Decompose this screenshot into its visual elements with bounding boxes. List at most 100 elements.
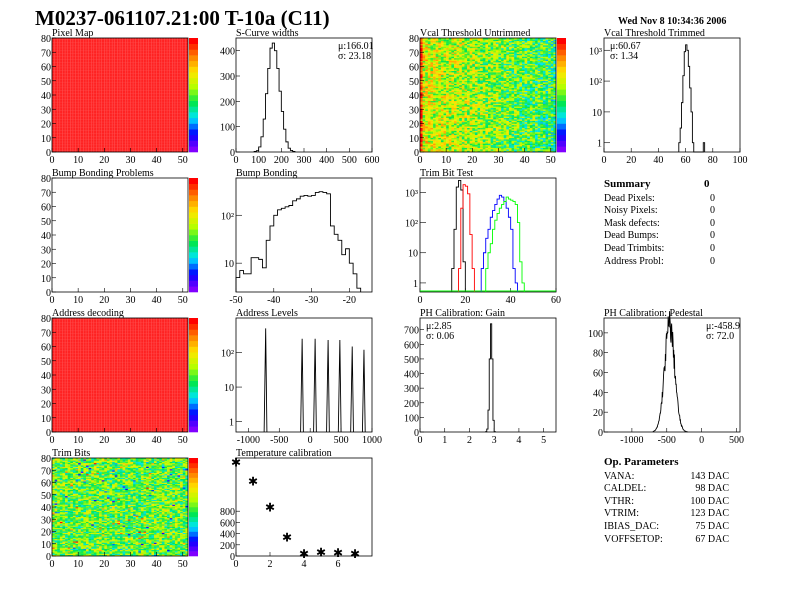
map-cell xyxy=(420,95,423,97)
map-cell xyxy=(553,96,557,99)
map-cell xyxy=(425,100,429,103)
map-cell xyxy=(472,47,476,50)
map-cell xyxy=(490,104,494,107)
map-cell xyxy=(522,75,525,77)
x-tick-label: 5 xyxy=(541,435,546,446)
map-cell xyxy=(474,103,478,106)
map-cell xyxy=(474,65,478,67)
map-cell xyxy=(54,520,58,522)
map-cell xyxy=(490,47,494,50)
map-cell xyxy=(485,83,489,86)
map-cell xyxy=(532,113,536,116)
map-cell xyxy=(459,42,463,44)
map-cell xyxy=(506,72,510,74)
map-cell xyxy=(459,130,463,133)
map-cell xyxy=(529,80,533,83)
map-cell xyxy=(527,119,531,121)
map-cell xyxy=(57,552,61,554)
map-cell xyxy=(482,75,486,77)
map-cell xyxy=(522,103,525,106)
map-cell xyxy=(508,126,512,128)
map-cell xyxy=(514,104,517,107)
map-cell xyxy=(550,63,554,66)
map-cell xyxy=(548,67,551,70)
map-cell xyxy=(464,42,468,44)
map-cell xyxy=(482,73,486,76)
map-cell xyxy=(448,67,452,70)
map-cell xyxy=(511,92,515,94)
map-cell xyxy=(420,122,423,124)
map-cell xyxy=(461,103,465,106)
map-cell xyxy=(433,75,436,77)
map-cell xyxy=(459,77,463,80)
map-cell xyxy=(472,104,476,107)
map-cell xyxy=(498,92,502,94)
map-cell xyxy=(527,124,531,127)
map-cell xyxy=(443,149,447,151)
map-cell xyxy=(52,482,55,484)
map-cell xyxy=(490,70,494,73)
y-tick-label: 30 xyxy=(41,245,51,256)
map-cell xyxy=(443,144,447,147)
map-cell xyxy=(448,116,452,118)
map-cell xyxy=(474,117,478,120)
map-cell xyxy=(477,38,481,40)
map-cell xyxy=(519,132,523,134)
map-cell xyxy=(490,100,494,103)
map-cell xyxy=(54,478,58,481)
map-cell xyxy=(490,69,494,71)
map-cell xyxy=(459,95,463,97)
map-cell xyxy=(516,102,520,104)
map-cell xyxy=(485,67,489,70)
map-cell xyxy=(498,95,502,97)
map-cell xyxy=(511,42,515,44)
map-cell xyxy=(495,57,499,60)
map-cell xyxy=(490,82,494,84)
map-cell xyxy=(454,129,457,131)
map-cell xyxy=(537,92,541,94)
map-cell xyxy=(485,95,489,97)
colorbar-segment xyxy=(189,49,198,56)
map-cell xyxy=(506,106,510,109)
map-cell xyxy=(443,97,447,100)
map-cell xyxy=(506,87,510,90)
map-cell xyxy=(490,50,494,53)
map-cell xyxy=(493,62,497,64)
map-cell xyxy=(537,119,541,121)
map-cell xyxy=(532,82,536,84)
map-cell xyxy=(524,143,528,146)
colorbar-segment xyxy=(557,95,566,101)
map-cell xyxy=(480,85,483,87)
map-cell xyxy=(537,97,541,100)
map-cell xyxy=(443,73,447,76)
map-cell xyxy=(472,140,476,143)
map-cell xyxy=(514,109,517,111)
map-cell xyxy=(472,55,476,57)
map-cell xyxy=(485,66,489,69)
map-cell xyxy=(553,70,557,73)
map-cell xyxy=(550,49,554,52)
map-cell xyxy=(532,60,536,63)
map-cell xyxy=(542,120,546,123)
map-cell xyxy=(464,143,468,146)
map-cell xyxy=(52,546,55,548)
map-cell xyxy=(443,79,447,81)
map-cell xyxy=(488,57,491,60)
map-cell xyxy=(480,113,483,116)
map-cell xyxy=(456,92,460,94)
map-cell xyxy=(485,132,489,134)
map-cell xyxy=(532,96,536,99)
map-cell xyxy=(519,120,523,123)
map-cell xyxy=(529,60,533,63)
map-cell xyxy=(516,46,520,49)
map-cell xyxy=(498,85,502,87)
map-cell xyxy=(456,139,460,141)
map-cell xyxy=(519,57,523,60)
map-cell xyxy=(464,96,468,99)
map-cell xyxy=(425,59,429,61)
map-cell xyxy=(488,73,491,76)
map-cell xyxy=(459,149,463,151)
map-cell xyxy=(548,122,551,124)
map-cell xyxy=(524,72,528,74)
map-cell xyxy=(506,130,510,133)
